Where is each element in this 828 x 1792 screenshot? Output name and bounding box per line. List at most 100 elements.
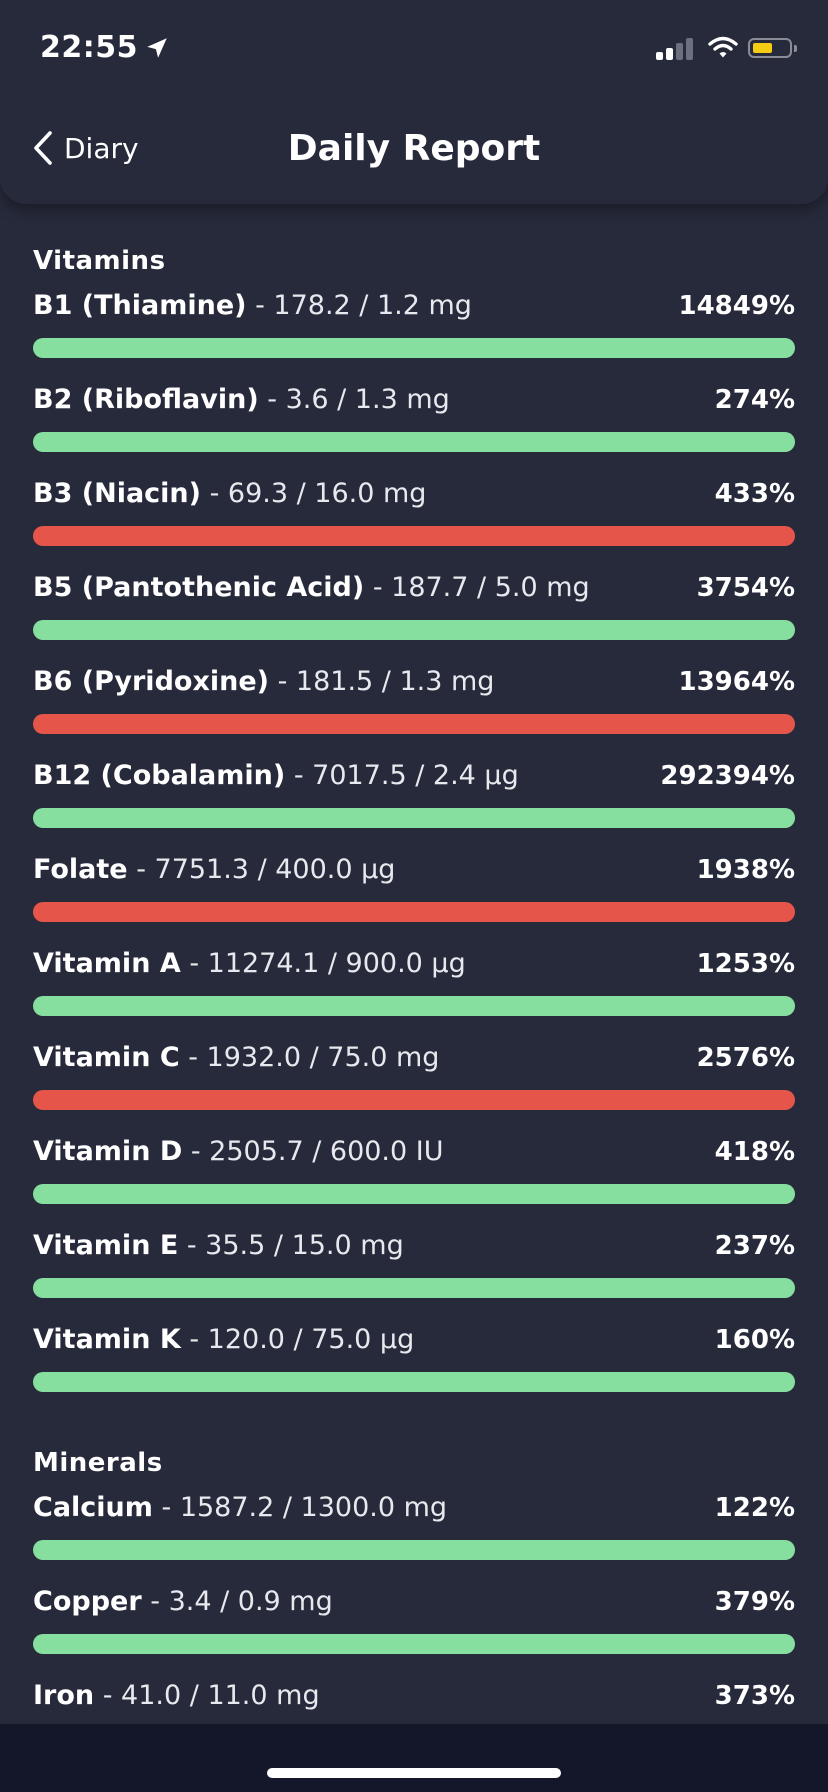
nutrient-percent: 433% <box>714 479 795 509</box>
nutrient-row[interactable]: Calcium - 1587.2 / 1300.0 mg 122% <box>33 1492 795 1572</box>
nutrient-row-header: B3 (Niacin) - 69.3 / 16.0 mg 433% <box>33 478 795 518</box>
progress-bar <box>33 432 795 452</box>
nutrient-label: Copper - 3.4 / 0.9 mg <box>33 1586 333 1617</box>
nutrient-amount: - 7751.3 / 400.0 µg <box>136 854 396 885</box>
nutrient-amount: - 120.0 / 75.0 µg <box>189 1324 415 1355</box>
nutrient-percent: 292394% <box>660 761 795 791</box>
nutrient-percent: 274% <box>714 385 795 415</box>
nutrient-amount: - 187.7 / 5.0 mg <box>372 572 590 603</box>
nutrient-name: B2 (Riboflavin) <box>33 384 259 415</box>
nutrient-name: Vitamin D <box>33 1136 183 1167</box>
nutrient-row[interactable]: B5 (Pantothenic Acid) - 187.7 / 5.0 mg 37… <box>33 572 795 652</box>
nutrient-label: Iron - 41.0 / 11.0 mg <box>33 1680 320 1711</box>
progress-bar <box>33 620 795 640</box>
nutrient-row-header: B5 (Pantothenic Acid) - 187.7 / 5.0 mg 37… <box>33 572 795 612</box>
status-bar-time: 22:55 <box>40 30 170 65</box>
nutrient-amount: - 69.3 / 16.0 mg <box>209 478 427 509</box>
progress-bar <box>33 1634 795 1654</box>
nutrient-row-header: B1 (Thiamine) - 178.2 / 1.2 mg 14849% <box>33 290 795 330</box>
nutrient-row[interactable]: B2 (Riboflavin) - 3.6 / 1.3 mg 274% <box>33 384 795 464</box>
nutrient-percent: 160% <box>714 1325 795 1355</box>
nutrient-label: Folate - 7751.3 / 400.0 µg <box>33 854 395 885</box>
nutrient-amount: - 3.4 / 0.9 mg <box>150 1586 333 1617</box>
nutrient-percent: 3754% <box>696 573 795 603</box>
back-button[interactable]: Diary <box>32 130 139 166</box>
section-title: Vitamins <box>33 246 166 276</box>
section-title: Minerals <box>33 1448 163 1478</box>
nutrient-row-header: Iron - 41.0 / 11.0 mg 373% <box>33 1680 795 1720</box>
nutrient-row-header: Vitamin A - 11274.1 / 900.0 µg 1253% <box>33 948 795 988</box>
nutrient-amount: - 1932.0 / 75.0 mg <box>188 1042 440 1073</box>
nutrient-label: B6 (Pyridoxine) - 181.5 / 1.3 mg <box>33 666 494 697</box>
progress-bar <box>33 808 795 828</box>
report-content[interactable]: Vitamins B1 (Thiamine) - 178.2 / 1.2 mg 1… <box>0 204 828 1724</box>
nutrient-row-header: Vitamin D - 2505.7 / 600.0 IU 418% <box>33 1136 795 1176</box>
nutrient-name: B1 (Thiamine) <box>33 290 247 321</box>
nutrient-row-header: Vitamin C - 1932.0 / 75.0 mg 2576% <box>33 1042 795 1082</box>
progress-bar <box>33 996 795 1016</box>
nutrient-list: B1 (Thiamine) - 178.2 / 1.2 mg 14849% B2 (… <box>33 290 795 1404</box>
nutrient-percent: 14849% <box>678 291 795 321</box>
nutrient-name: Vitamin A <box>33 948 181 979</box>
nutrient-name: Copper <box>33 1586 142 1617</box>
nutrient-row[interactable]: Vitamin C - 1932.0 / 75.0 mg 2576% <box>33 1042 795 1122</box>
nutrient-percent: 379% <box>714 1587 795 1617</box>
wifi-icon <box>708 36 738 58</box>
nutrient-label: B5 (Pantothenic Acid) - 187.7 / 5.0 mg <box>33 572 590 603</box>
nutrient-amount: - 7017.5 / 2.4 µg <box>293 760 519 791</box>
nutrient-name: B3 (Niacin) <box>33 478 201 509</box>
nutrient-row[interactable]: B6 (Pyridoxine) - 181.5 / 1.3 mg 13964% <box>33 666 795 746</box>
back-button-label: Diary <box>64 131 139 165</box>
nutrient-row-header: B12 (Cobalamin) - 7017.5 / 2.4 µg 292394% <box>33 760 795 800</box>
vitamins-section: Vitamins B1 (Thiamine) - 178.2 / 1.2 mg 1… <box>0 246 828 1404</box>
nutrient-label: B3 (Niacin) - 69.3 / 16.0 mg <box>33 478 426 509</box>
nutrient-percent: 237% <box>714 1231 795 1261</box>
nutrient-row-header: B2 (Riboflavin) - 3.6 / 1.3 mg 274% <box>33 384 795 424</box>
nutrient-row[interactable]: B12 (Cobalamin) - 7017.5 / 2.4 µg 292394% <box>33 760 795 840</box>
nutrient-row[interactable]: Vitamin D - 2505.7 / 600.0 IU 418% <box>33 1136 795 1216</box>
chevron-left-icon <box>34 131 52 165</box>
nutrient-label: B2 (Riboflavin) - 3.6 / 1.3 mg <box>33 384 450 415</box>
nutrient-row[interactable]: Vitamin E - 35.5 / 15.0 mg 237% <box>33 1230 795 1310</box>
progress-bar <box>33 1184 795 1204</box>
nutrient-label: Vitamin C - 1932.0 / 75.0 mg <box>33 1042 439 1073</box>
progress-bar <box>33 338 795 358</box>
nutrient-label: Vitamin A - 11274.1 / 900.0 µg <box>33 948 466 979</box>
nutrient-row-header: Folate - 7751.3 / 400.0 µg 1938% <box>33 854 795 894</box>
nutrient-row[interactable]: Folate - 7751.3 / 400.0 µg 1938% <box>33 854 795 934</box>
nutrient-label: Vitamin K - 120.0 / 75.0 µg <box>33 1324 414 1355</box>
nutrient-label: B1 (Thiamine) - 178.2 / 1.2 mg <box>33 290 472 321</box>
nutrient-amount: - 2505.7 / 600.0 IU <box>190 1136 444 1167</box>
nutrient-amount: - 41.0 / 11.0 mg <box>102 1680 320 1711</box>
nutrient-row-header: Vitamin E - 35.5 / 15.0 mg 237% <box>33 1230 795 1270</box>
nutrient-percent: 122% <box>714 1493 795 1523</box>
nutrient-label: B12 (Cobalamin) - 7017.5 / 2.4 µg <box>33 760 519 791</box>
progress-bar <box>33 1540 795 1560</box>
battery-icon <box>748 38 797 58</box>
progress-bar <box>33 1372 795 1392</box>
progress-bar <box>33 1090 795 1110</box>
progress-bar <box>33 1278 795 1298</box>
nutrient-row-header: Vitamin K - 120.0 / 75.0 µg 160% <box>33 1324 795 1364</box>
progress-bar <box>33 714 795 734</box>
nutrient-percent: 1253% <box>696 949 795 979</box>
nutrient-name: Vitamin C <box>33 1042 180 1073</box>
nutrient-name: B5 (Pantothenic Acid) <box>33 572 365 603</box>
home-indicator[interactable] <box>267 1768 561 1778</box>
nutrient-row-header: B6 (Pyridoxine) - 181.5 / 1.3 mg 13964% <box>33 666 795 706</box>
nutrient-row[interactable]: Iron - 41.0 / 11.0 mg 373% <box>33 1680 795 1724</box>
nutrient-name: B12 (Cobalamin) <box>33 760 286 791</box>
nutrient-row[interactable]: Copper - 3.4 / 0.9 mg 379% <box>33 1586 795 1666</box>
nutrient-percent: 13964% <box>678 667 795 697</box>
nutrient-amount: - 181.5 / 1.3 mg <box>277 666 495 697</box>
nutrient-row[interactable]: Vitamin K - 120.0 / 75.0 µg 160% <box>33 1324 795 1404</box>
status-bar-indicators <box>656 36 797 60</box>
nutrient-amount: - 35.5 / 15.0 mg <box>186 1230 404 1261</box>
nutrient-row[interactable]: Vitamin A - 11274.1 / 900.0 µg 1253% <box>33 948 795 1028</box>
nutrient-row[interactable]: B3 (Niacin) - 69.3 / 16.0 mg 433% <box>33 478 795 558</box>
progress-bar <box>33 526 795 546</box>
progress-bar <box>33 902 795 922</box>
nutrient-amount: - 1587.2 / 1300.0 mg <box>161 1492 448 1523</box>
minerals-section: Minerals Calcium - 1587.2 / 1300.0 mg 122… <box>0 1448 828 1724</box>
nutrient-row[interactable]: B1 (Thiamine) - 178.2 / 1.2 mg 14849% <box>33 290 795 370</box>
